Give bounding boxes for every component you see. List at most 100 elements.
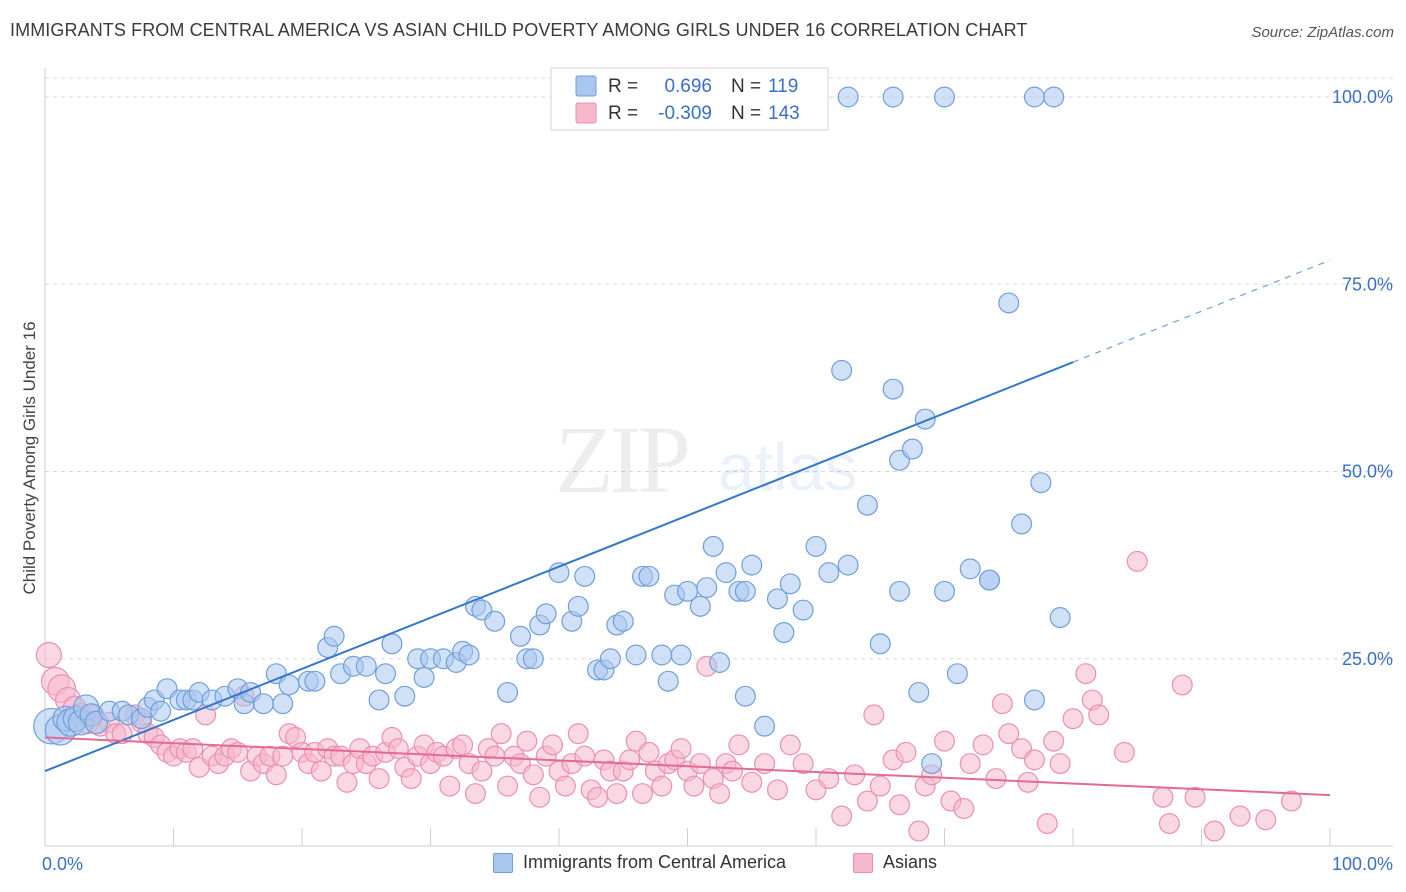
- asians-point: [1088, 704, 1110, 726]
- central-america-point: [651, 644, 673, 666]
- central-america-point: [946, 663, 968, 685]
- central-america-point: [856, 494, 878, 516]
- central-america-point: [805, 535, 827, 557]
- asians-point: [265, 764, 287, 786]
- asians-point: [522, 764, 544, 786]
- asians-point: [619, 749, 641, 771]
- tick-labels: 25.0% 50.0% 75.0% 100.0% 0.0% 100.0%: [42, 87, 1393, 874]
- asians-point: [683, 775, 705, 797]
- central-america-point: [1011, 513, 1033, 535]
- central-america-point: [933, 86, 955, 108]
- central-america-point: [978, 569, 1000, 591]
- central-america-point: [869, 633, 891, 655]
- asians-point: [908, 820, 930, 842]
- asians-point: [35, 641, 62, 669]
- asians-point: [651, 775, 673, 797]
- asians-point: [182, 738, 204, 760]
- legend-swatch-central-america: [493, 852, 513, 873]
- central-america-point: [921, 753, 943, 775]
- legend-label-asians: Asians: [883, 852, 938, 872]
- central-america-point: [625, 644, 647, 666]
- central-america-point: [272, 693, 294, 715]
- legend-swatch-asians: [853, 852, 873, 873]
- asians-point: [1036, 813, 1058, 835]
- central-america-point: [914, 408, 936, 430]
- asians-point: [516, 730, 538, 752]
- central-america-point: [689, 595, 711, 617]
- central-america-point: [368, 689, 390, 711]
- asians-point: [792, 753, 814, 775]
- legend-r-value-2: -0.309: [658, 103, 712, 124]
- asians-point: [529, 786, 551, 808]
- central-america-point: [908, 681, 930, 703]
- central-america-point: [497, 681, 519, 703]
- legend-label-central-america: Immigrants from Central America: [523, 852, 787, 872]
- central-america-point: [670, 644, 692, 666]
- y-tick-label: 25.0%: [1342, 649, 1393, 669]
- central-america-point: [696, 577, 718, 599]
- asians-point: [471, 760, 493, 782]
- asians-point: [779, 734, 801, 756]
- central-america-point: [657, 670, 679, 692]
- asians-point: [638, 741, 660, 763]
- y-tick-label: 75.0%: [1342, 274, 1393, 294]
- asians-point: [856, 790, 878, 812]
- central-america-point: [998, 292, 1020, 314]
- asians-point: [336, 771, 358, 793]
- asians-point: [310, 760, 332, 782]
- central-america-point: [638, 565, 660, 587]
- asians-point: [889, 794, 911, 816]
- central-america-point: [779, 573, 801, 595]
- legend-top: R = 0.696 N = 119 R = -0.309 N = 143: [550, 67, 829, 131]
- central-america-point: [741, 554, 763, 576]
- asians-point: [959, 753, 981, 775]
- central-america-point: [535, 603, 557, 625]
- central-america-point: [709, 651, 731, 673]
- asians-point: [1062, 708, 1084, 730]
- asians-point: [542, 734, 564, 756]
- central-america-point: [509, 625, 531, 647]
- central-america-point: [773, 622, 795, 644]
- central-america-point: [831, 359, 853, 381]
- asians-point: [991, 693, 1013, 715]
- central-america-point: [599, 648, 621, 670]
- asians-point: [709, 783, 731, 805]
- central-america-point: [612, 610, 634, 632]
- central-america-point: [734, 580, 756, 602]
- central-america-point: [1023, 689, 1045, 711]
- asians-point: [490, 723, 512, 745]
- central-america-point: [882, 86, 904, 108]
- central-america-point: [837, 554, 859, 576]
- asians-point: [985, 768, 1007, 790]
- watermark-atlas: atlas: [718, 430, 857, 504]
- asians-point: [587, 786, 609, 808]
- asians-point: [895, 741, 917, 763]
- central-america-point: [1049, 607, 1071, 629]
- asians-point: [1075, 663, 1097, 685]
- asians-point: [1203, 820, 1225, 842]
- asians-point: [400, 768, 422, 790]
- asians-point: [1043, 730, 1065, 752]
- trend-line-asians: [44, 736, 1331, 797]
- central-america-point: [754, 715, 776, 737]
- asians-point: [484, 745, 506, 767]
- asians-point: [1184, 786, 1206, 808]
- asians-point: [953, 798, 975, 820]
- central-america-point: [792, 599, 814, 621]
- legend-r-label-2: R =: [608, 103, 638, 124]
- central-america-point: [252, 693, 274, 715]
- trend-line-central-america-extension: [1072, 259, 1331, 363]
- asians-point: [1255, 809, 1277, 831]
- series-central-america-points: [33, 86, 1071, 775]
- legend-item-central-america: Immigrants from Central America: [493, 852, 786, 873]
- legend-n-label-1: N =: [731, 76, 761, 97]
- asians-point: [741, 771, 763, 793]
- asians-point: [831, 805, 853, 827]
- x-tick-label-max: 100.0%: [1332, 854, 1393, 874]
- asians-point: [574, 745, 596, 767]
- asians-point: [972, 734, 994, 756]
- asians-point: [1126, 550, 1148, 572]
- central-america-point: [484, 610, 506, 632]
- central-america-point: [375, 663, 397, 685]
